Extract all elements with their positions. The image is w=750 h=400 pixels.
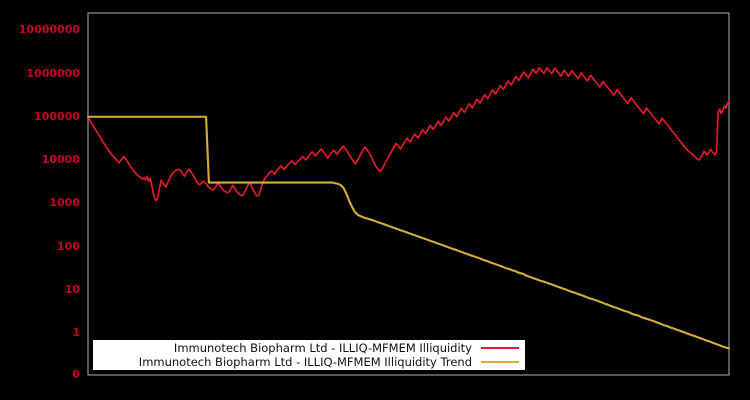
- y-axis-tick-1: 1: [72, 326, 80, 339]
- y-axis-tick-1000: 1000: [49, 196, 80, 210]
- legend-label: Immunotech Biopharm Ltd - ILLIQ-MFMEM Il…: [173, 341, 472, 355]
- y-axis-tick-10: 10: [64, 282, 80, 296]
- y-axis-tick-1000000: 1000000: [26, 66, 80, 80]
- legend-color-swatch: [481, 347, 519, 349]
- y-axis-tick-0: 0: [72, 368, 80, 381]
- y-axis-tick-100: 100: [57, 239, 80, 253]
- illiquidity-trend-line: [86, 115, 731, 350]
- y-axis-tick-10000: 10000: [41, 153, 80, 166]
- y-axis-tick-100000: 100000: [34, 109, 80, 123]
- legend-color-swatch: [481, 361, 519, 363]
- illiquidity-line: [87, 66, 730, 202]
- legend-label: Immunotech Biopharm Ltd - ILLIQ-MFMEM Il…: [138, 355, 472, 369]
- series-layer: [86, 66, 731, 350]
- plot-area-border: [87, 12, 730, 376]
- legend-item-0[interactable]: Immunotech Biopharm Ltd - ILLIQ-MFMEM Il…: [93, 341, 525, 355]
- legend-item-1[interactable]: Immunotech Biopharm Ltd - ILLIQ-MFMEM Il…: [93, 355, 525, 369]
- chart-legend[interactable]: Immunotech Biopharm Ltd - ILLIQ-MFMEM Il…: [93, 340, 525, 370]
- y-axis-tick-10000000: 10000000: [18, 23, 80, 37]
